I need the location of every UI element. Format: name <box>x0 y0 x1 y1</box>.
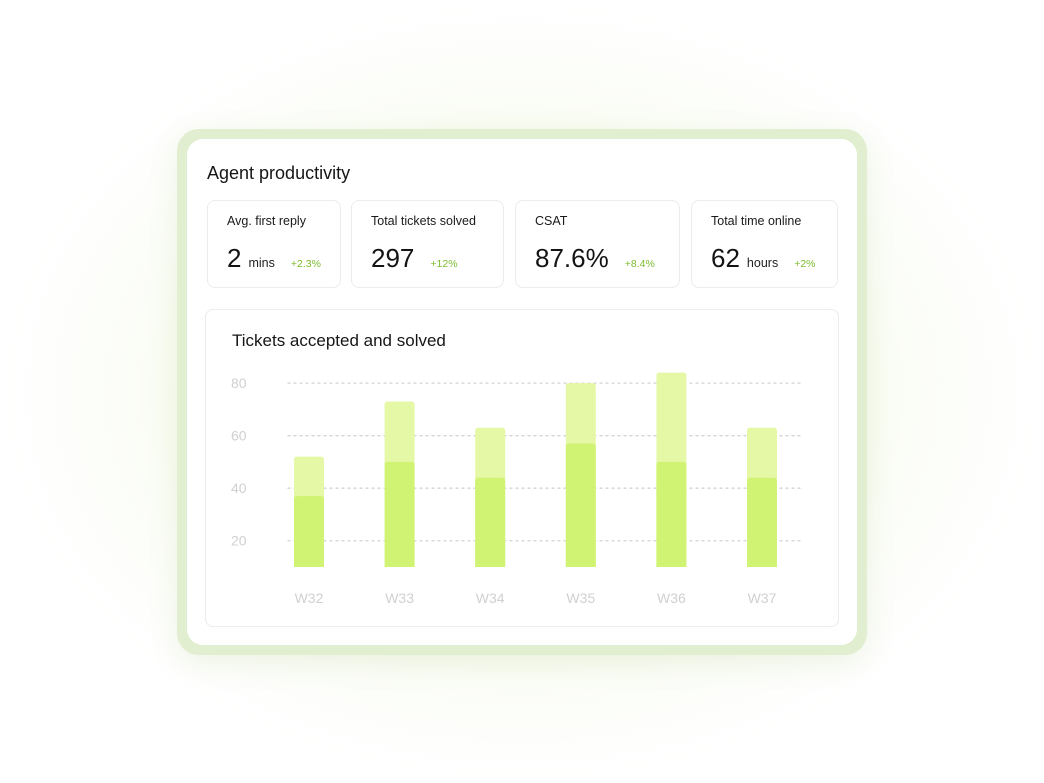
metric-card-avg-first-reply[interactable]: Avg. first reply 2 mins +2.3% <box>207 200 341 288</box>
metric-value: 87.6% <box>535 243 609 273</box>
metric-delta: +2.3% <box>290 258 321 270</box>
metric-value: 2 <box>227 243 242 273</box>
solved-bar <box>475 477 506 567</box>
y-tick-label: 60 <box>231 428 247 444</box>
metric-label: CSAT <box>535 214 568 228</box>
solved-bar <box>565 443 596 567</box>
metric-label: Total time online <box>711 214 802 228</box>
panel-title: Agent productivity <box>207 163 351 183</box>
x-tick-label: W37 <box>748 590 777 606</box>
solved-bar <box>656 461 687 567</box>
metric-delta: +8.4% <box>624 258 655 270</box>
metric-unit: mins <box>248 256 275 270</box>
metric-row: 62 hours +2% <box>711 243 816 274</box>
agent-productivity-panel: Agent productivity Avg. first reply 2 mi… <box>187 139 857 645</box>
metric-card-total-tickets-solved[interactable]: Total tickets solved 297 +12% <box>351 200 504 288</box>
x-tick-label: W34 <box>476 590 505 606</box>
metric-row: 297 +12% <box>371 243 458 274</box>
metric-delta: +12% <box>430 258 458 270</box>
metric-value: 62 <box>711 243 740 273</box>
metric-label: Total tickets solved <box>371 214 476 228</box>
tickets-bar-chart: 20 40 60 80 W32 W33 W34 W35 W36 W37 <box>231 372 803 606</box>
y-tick-label: 20 <box>231 533 247 549</box>
y-tick-label: 40 <box>231 480 247 496</box>
solved-bar <box>294 496 324 567</box>
y-tick-label: 80 <box>231 375 247 391</box>
metric-unit: hours <box>746 256 779 270</box>
tickets-chart-card: Tickets accepted and solved 20 40 60 80 W32 W… <box>205 309 839 627</box>
x-tick-label: W32 <box>295 590 324 606</box>
solved-bar <box>747 477 777 567</box>
solved-bar <box>384 461 415 567</box>
metric-card-total-time-online[interactable]: Total time online 62 hours +2% <box>691 200 838 288</box>
metric-delta: +2% <box>794 258 816 270</box>
metric-card-csat[interactable]: CSAT 87.6% +8.4% <box>515 200 680 288</box>
x-tick-label: W33 <box>385 590 414 606</box>
metric-value: 297 <box>371 243 415 273</box>
x-tick-label: W36 <box>657 590 686 606</box>
metric-label: Avg. first reply <box>227 214 306 228</box>
metric-row: 2 mins +2.3% <box>227 243 321 274</box>
chart-title: Tickets accepted and solved <box>232 331 446 350</box>
metric-row: 87.6% +8.4% <box>535 243 655 274</box>
x-tick-label: W35 <box>566 590 595 606</box>
